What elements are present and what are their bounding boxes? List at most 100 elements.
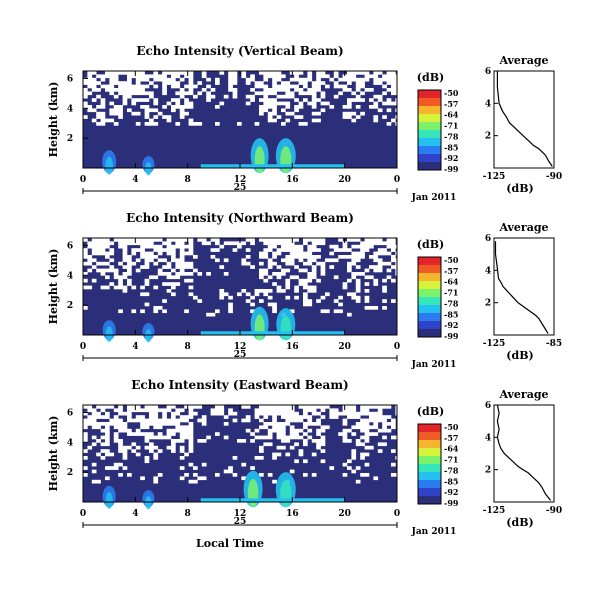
missing-cell <box>166 261 172 266</box>
missing-cell <box>355 105 361 109</box>
missing-cell <box>149 275 154 280</box>
missing-cell <box>355 282 361 286</box>
missing-cell <box>263 88 269 92</box>
missing-cell <box>206 272 211 276</box>
missing-cell <box>105 255 110 259</box>
missing-cell <box>347 439 352 443</box>
missing-cell <box>91 71 97 75</box>
missing-cell <box>294 289 299 293</box>
missing-cell <box>140 285 145 290</box>
missing-cell <box>166 422 172 426</box>
missing-cell <box>289 411 295 416</box>
missing-cell <box>325 101 330 106</box>
missing-cell <box>307 408 313 413</box>
missing-cell <box>259 98 264 102</box>
missing-cell <box>184 265 189 269</box>
missing-cell <box>223 469 229 474</box>
missing-cell <box>162 272 167 276</box>
missing-cell <box>179 265 185 269</box>
missing-cell <box>113 439 119 443</box>
missing-cell <box>149 449 154 453</box>
colorbar-segment <box>418 162 441 171</box>
missing-cell <box>285 278 291 283</box>
missing-cell <box>149 255 154 259</box>
missing-cell <box>289 241 295 246</box>
missing-cell <box>188 118 194 123</box>
missing-cell <box>320 459 326 464</box>
missing-cell <box>263 251 269 256</box>
missing-cell <box>113 88 119 92</box>
missing-cell <box>166 428 172 433</box>
missing-cell <box>105 261 110 266</box>
missing-cell <box>96 111 101 116</box>
missing-cell <box>369 275 374 280</box>
missing-cell <box>373 241 379 246</box>
missing-cell <box>267 405 273 409</box>
missing-cell <box>355 88 361 92</box>
missing-cell <box>109 265 115 269</box>
missing-cell <box>250 265 255 269</box>
missing-cell <box>342 462 348 467</box>
missing-cell <box>325 309 330 314</box>
missing-cell <box>153 285 159 290</box>
missing-cell <box>144 459 150 464</box>
missing-cell <box>184 111 189 116</box>
missing-cell <box>206 98 211 102</box>
missing-cell <box>113 285 119 290</box>
missing-cell <box>135 74 141 79</box>
missing-cell <box>175 258 181 263</box>
missing-cell <box>281 122 286 126</box>
missing-cell <box>272 81 277 85</box>
missing-cell <box>201 238 207 242</box>
missing-cell <box>391 241 396 246</box>
y-tick-label: 6 <box>67 74 73 84</box>
missing-cell <box>188 445 194 450</box>
x-tick-label: 20 <box>338 175 351 185</box>
missing-cell <box>316 432 321 436</box>
missing-cell <box>307 405 313 409</box>
missing-cell <box>127 418 132 423</box>
missing-cell <box>307 238 313 242</box>
missing-cell <box>360 251 365 256</box>
missing-cell <box>153 74 159 79</box>
missing-cell <box>131 88 137 92</box>
missing-cell <box>254 428 260 433</box>
missing-cell <box>118 244 123 249</box>
missing-cell <box>210 88 216 92</box>
missing-cell <box>259 255 264 259</box>
missing-cell <box>197 238 203 242</box>
missing-cell <box>355 84 361 89</box>
colorbar-frame <box>417 89 442 171</box>
missing-cell <box>127 265 132 269</box>
missing-cell <box>373 411 379 416</box>
missing-cell <box>289 94 295 99</box>
missing-cell <box>307 272 313 276</box>
missing-cell <box>391 422 396 426</box>
missing-cell <box>91 108 97 113</box>
missing-cell <box>259 251 264 256</box>
missing-cell <box>254 84 260 89</box>
missing-cell <box>87 81 93 85</box>
missing-cell <box>122 238 128 242</box>
missing-cell <box>166 408 172 413</box>
missing-cell <box>320 265 326 269</box>
missing-cell <box>149 251 154 256</box>
missing-cell <box>175 81 181 85</box>
missing-cell <box>113 462 119 467</box>
surface-echo-band <box>200 498 345 502</box>
missing-data-mask <box>83 405 401 484</box>
missing-cell <box>83 251 88 256</box>
missing-cell <box>355 272 361 276</box>
panel-title: Echo Intensity (Vertical Beam) <box>136 44 343 58</box>
missing-cell <box>188 435 194 440</box>
missing-cell <box>184 98 189 102</box>
avg-x-tick-label: -125 <box>483 506 506 516</box>
missing-cell <box>175 101 181 106</box>
missing-cell <box>294 98 299 102</box>
missing-cell <box>281 74 286 79</box>
missing-cell <box>83 425 88 430</box>
missing-cell <box>254 81 260 85</box>
missing-cell <box>118 411 123 416</box>
missing-cell <box>311 258 317 263</box>
missing-cell <box>83 435 88 440</box>
